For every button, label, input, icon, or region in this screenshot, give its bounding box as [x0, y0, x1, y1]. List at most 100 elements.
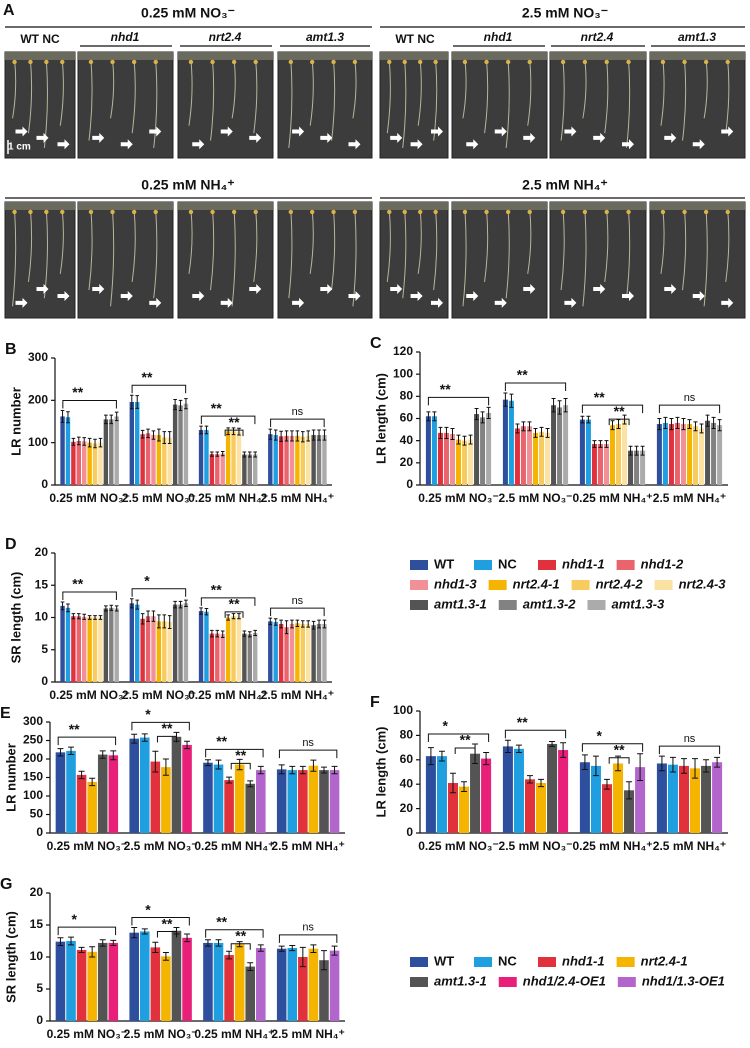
root	[560, 59, 565, 141]
root	[288, 209, 293, 299]
error-bar	[581, 754, 588, 771]
seed	[331, 59, 336, 65]
error-bar	[226, 776, 233, 784]
bar	[662, 422, 668, 485]
root	[88, 59, 93, 141]
seed	[582, 59, 588, 65]
error-bar	[184, 599, 188, 608]
error-bar	[57, 748, 64, 757]
x-tick-label: 2.5 mM NO₃⁻	[499, 839, 573, 853]
arrow	[431, 297, 443, 308]
legend-label: nhd1-3	[434, 576, 477, 591]
error-bar	[680, 758, 687, 774]
bar	[287, 770, 298, 833]
significance-label: **	[162, 720, 173, 736]
error-bar	[486, 406, 491, 419]
arrow	[92, 132, 105, 143]
significance-bracket	[278, 934, 338, 943]
error-bar	[104, 605, 108, 612]
arrow	[593, 284, 606, 294]
error-bar	[184, 740, 191, 750]
y-tick-label: 0	[36, 1013, 43, 1027]
bar	[425, 416, 431, 485]
bar	[71, 441, 76, 485]
legend-swatch	[488, 580, 507, 590]
seed	[505, 59, 511, 65]
bar	[513, 748, 524, 833]
bar	[204, 611, 209, 682]
error-bar	[284, 620, 289, 635]
bar	[276, 948, 287, 1021]
error-bar	[76, 436, 81, 446]
error-bar	[320, 950, 327, 971]
legend-swatch	[410, 977, 428, 987]
error-bar	[242, 630, 247, 637]
seed	[604, 209, 609, 215]
bar	[278, 623, 284, 682]
arrow	[348, 139, 361, 150]
x-tick-label: 2.5 mM NH₄⁺	[653, 491, 726, 505]
root	[402, 59, 407, 149]
root	[188, 209, 193, 274]
y-tick-label: 0	[406, 825, 413, 839]
error-bar	[592, 440, 597, 448]
error-bar	[705, 414, 710, 427]
x-tick-label: 0.25 mM NH₄⁺	[572, 839, 652, 853]
root	[153, 59, 158, 149]
bar	[171, 736, 182, 833]
bar	[209, 454, 215, 485]
seed	[433, 209, 438, 215]
x-tick-label: 0.25 mM NO₃⁻	[47, 839, 128, 853]
bar	[231, 431, 236, 485]
bar	[129, 402, 135, 485]
error-bar	[247, 631, 252, 638]
bar	[215, 454, 220, 485]
error-bar	[427, 747, 434, 766]
seed	[60, 209, 65, 215]
legend-swatch	[410, 580, 428, 590]
bar	[242, 633, 247, 682]
legend-swatch	[410, 560, 428, 570]
x-tick-label: 2.5 mM NO₃⁻	[122, 491, 196, 505]
error-bar	[220, 451, 225, 457]
y-tick-label: 10	[35, 610, 49, 624]
error-bar	[66, 603, 70, 613]
error-bar	[199, 425, 203, 435]
bar	[609, 425, 616, 485]
bar	[82, 616, 87, 682]
seed	[484, 59, 489, 65]
root	[131, 59, 136, 134]
bar	[289, 623, 295, 682]
error-bar	[468, 434, 473, 445]
y-axis-title: LR length (cm)	[373, 373, 388, 464]
significance-bracket	[504, 382, 567, 392]
bar	[87, 781, 97, 833]
x-tick-label: 0.25 mM NH₄⁺	[194, 1027, 274, 1041]
bar	[524, 779, 535, 833]
bar	[268, 621, 273, 682]
error-bar	[273, 618, 278, 626]
error-bar	[68, 746, 75, 756]
bar	[668, 424, 674, 485]
error-bar	[560, 742, 567, 758]
error-bar	[99, 939, 106, 947]
significance-label: ns	[292, 406, 304, 418]
bar	[616, 424, 622, 485]
error-bar	[210, 629, 214, 638]
seed	[604, 59, 609, 65]
arrow	[431, 126, 443, 137]
error-bar	[131, 927, 138, 939]
error-bar	[331, 765, 338, 775]
bar	[92, 617, 98, 682]
panel-letter: D	[5, 536, 17, 553]
error-bar	[299, 946, 306, 968]
seed	[153, 209, 158, 215]
seed	[110, 209, 115, 215]
bar	[220, 453, 225, 485]
bar	[156, 621, 162, 682]
bar	[597, 443, 603, 485]
significance-bracket	[270, 418, 325, 428]
significance-label: **	[517, 367, 528, 383]
y-tick-label: 120	[393, 344, 413, 358]
legend-label: nhd1-1	[562, 556, 605, 571]
